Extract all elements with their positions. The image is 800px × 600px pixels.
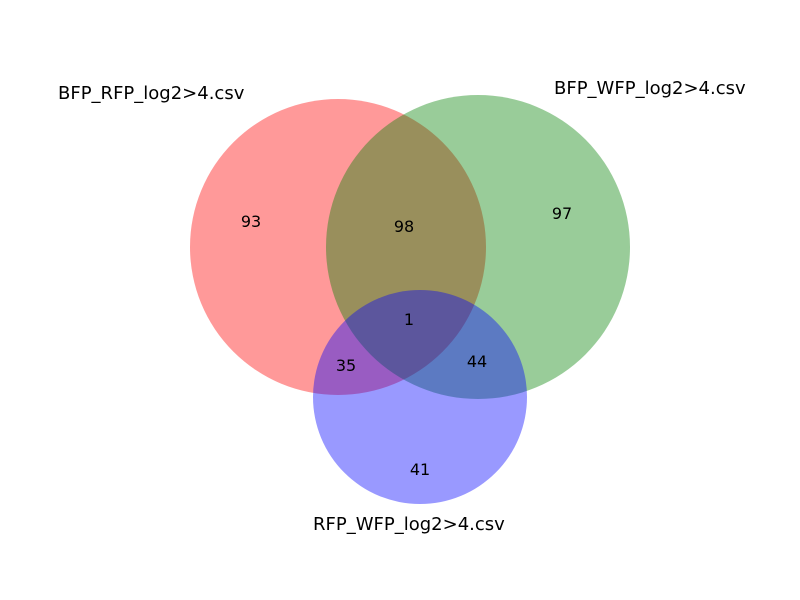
set-label-c: RFP_WFP_log2>4.csv bbox=[313, 514, 505, 535]
region-labels: 93 97 98 1 35 44 41 bbox=[241, 204, 572, 479]
set-label-a: BFP_RFP_log2>4.csv bbox=[58, 83, 245, 104]
circle-set-c bbox=[313, 290, 527, 504]
circles-group bbox=[190, 95, 630, 504]
set-label-b: BFP_WFP_log2>4.csv bbox=[554, 78, 746, 99]
circle-set-b bbox=[326, 95, 630, 399]
set-labels: BFP_RFP_log2>4.csv BFP_WFP_log2>4.csv RF… bbox=[58, 78, 746, 535]
circle-set-a bbox=[190, 99, 486, 395]
region-count-a-and-c: 35 bbox=[336, 356, 356, 375]
region-count-b-only: 97 bbox=[552, 204, 572, 223]
region-count-a-only: 93 bbox=[241, 212, 261, 231]
region-count-a-and-b: 98 bbox=[394, 217, 414, 236]
region-count-b-and-c: 44 bbox=[467, 352, 487, 371]
region-count-c-only: 41 bbox=[410, 460, 430, 479]
region-count-a-b-c: 1 bbox=[404, 310, 414, 329]
